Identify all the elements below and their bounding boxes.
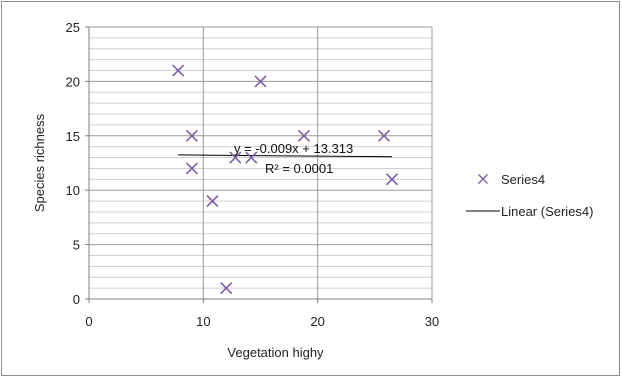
y-tick-label: 0: [73, 292, 80, 307]
data-point: [297, 129, 311, 142]
data-point: [185, 162, 198, 175]
marker-stroke: [185, 129, 198, 142]
data-point: [172, 64, 185, 77]
y-tick-label: 25: [66, 20, 80, 35]
data-point: [220, 282, 233, 295]
data-points: [172, 64, 399, 295]
x-tick-label: 0: [85, 314, 92, 329]
marker-stroke: [220, 282, 233, 295]
trendline-equation: y = -0.009x + 13.313: [234, 141, 353, 156]
legend-entry-trendline: Linear (Series4): [501, 204, 594, 219]
x-tick-label: 20: [310, 314, 324, 329]
x-tick-label: 30: [425, 314, 439, 329]
marker-stroke: [377, 129, 391, 142]
data-point: [229, 151, 242, 164]
marker-stroke: [385, 173, 399, 186]
data-point: [385, 173, 399, 186]
gridlines: [89, 26, 433, 299]
y-tick-label: 20: [66, 74, 80, 89]
x-tick-labels: 0 10 20 30: [85, 314, 439, 329]
y-tick-label: 15: [66, 129, 80, 144]
trendline-r-squared: R² = 0.0001: [265, 161, 333, 176]
data-point: [377, 129, 391, 142]
marker-stroke: [206, 195, 219, 208]
axes: [85, 26, 433, 303]
trendline: [178, 154, 392, 158]
marker-stroke: [185, 162, 198, 175]
legend: Series4 Linear (Series4): [466, 172, 594, 219]
legend-entry-series: Series4: [501, 172, 545, 187]
data-point: [185, 129, 198, 142]
data-point: [206, 195, 219, 208]
x-axis-title: Vegetation highy: [227, 345, 324, 360]
y-tick-label: 5: [73, 238, 80, 253]
data-point: [254, 75, 267, 88]
marker-stroke: [254, 75, 267, 88]
legend-marker-x-icon: [478, 174, 488, 184]
y-tick-label: 10: [66, 183, 80, 198]
marker-stroke: [245, 151, 258, 164]
marker-stroke: [172, 64, 185, 77]
x-tick-label: 10: [196, 314, 210, 329]
legend-marker-stroke: [478, 174, 488, 184]
y-axis-title: Species richness: [32, 113, 47, 212]
data-point: [245, 151, 258, 164]
marker-stroke: [229, 151, 242, 164]
marker-stroke: [297, 129, 311, 142]
trendline-group: [178, 154, 392, 158]
y-tick-labels: 0 5 10 15 20 25: [66, 20, 80, 307]
